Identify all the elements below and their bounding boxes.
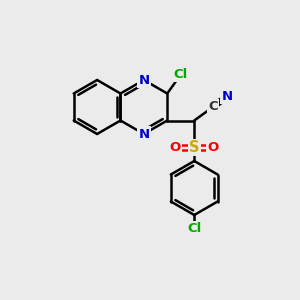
Text: O: O bbox=[208, 141, 219, 154]
Text: N: N bbox=[221, 90, 233, 103]
Text: C: C bbox=[208, 100, 218, 113]
Text: O: O bbox=[170, 141, 181, 154]
Text: N: N bbox=[138, 74, 149, 86]
Text: S: S bbox=[189, 140, 200, 155]
Text: N: N bbox=[138, 128, 149, 140]
Text: Cl: Cl bbox=[187, 222, 201, 235]
Text: Cl: Cl bbox=[174, 68, 188, 81]
